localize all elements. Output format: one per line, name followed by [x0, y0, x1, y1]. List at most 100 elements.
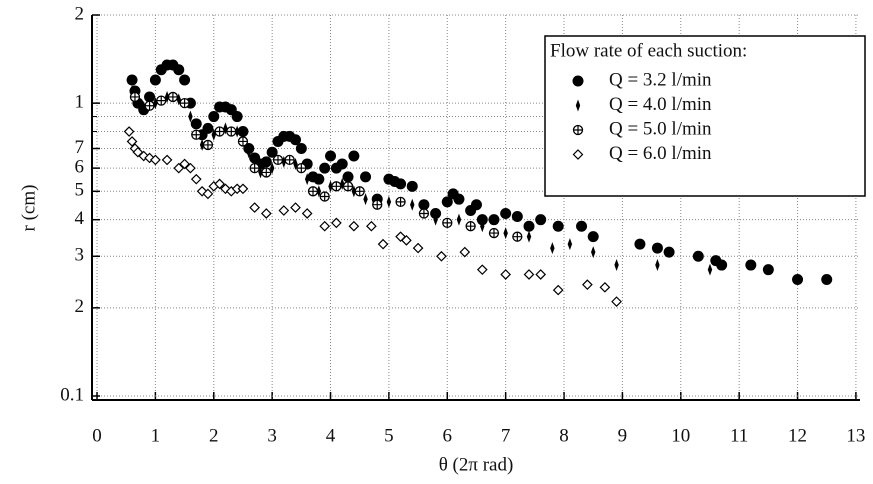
point [331, 181, 342, 192]
point [202, 139, 214, 151]
point [470, 199, 482, 211]
point [552, 284, 564, 296]
legend-box [544, 35, 866, 197]
point [655, 259, 660, 272]
y-tick-label: 7 [75, 137, 85, 158]
point-cross [156, 96, 166, 106]
point [234, 125, 240, 138]
point-cross [331, 181, 341, 191]
point-cross [168, 92, 178, 102]
point [456, 213, 462, 226]
point-cross [355, 186, 365, 196]
point [179, 98, 190, 109]
point [418, 199, 430, 211]
point [453, 193, 465, 205]
point-cross [343, 181, 353, 191]
point [377, 238, 389, 250]
point-cross [203, 140, 213, 150]
point [126, 74, 138, 86]
point [523, 269, 535, 280]
point-cross [191, 130, 201, 140]
point [395, 178, 407, 190]
point [348, 220, 360, 232]
point-cross [466, 221, 476, 231]
point [476, 264, 488, 276]
point [290, 202, 301, 213]
point [304, 173, 310, 186]
point [123, 126, 135, 137]
point [441, 196, 453, 208]
point [716, 259, 728, 271]
point-cross [226, 127, 236, 137]
point [401, 235, 412, 246]
point [260, 156, 272, 168]
y-tick-label: 2 [75, 296, 85, 317]
x-tick-label: 6 [443, 425, 453, 446]
y-axis-label: r (cm) [18, 185, 39, 232]
point [418, 208, 430, 219]
point [246, 146, 251, 159]
point-cross [419, 208, 429, 218]
point [328, 180, 333, 193]
point-cross [250, 163, 260, 173]
point [249, 202, 260, 213]
point [173, 162, 185, 174]
point [190, 118, 202, 130]
point [214, 178, 225, 190]
point-cross [145, 101, 155, 111]
point-cross [512, 232, 522, 242]
point [410, 198, 415, 211]
legend-marker [572, 149, 584, 160]
legend-marker [575, 99, 581, 112]
point [354, 186, 365, 197]
point [290, 134, 302, 146]
point-cross [261, 167, 271, 177]
point [430, 207, 442, 219]
point [336, 158, 348, 170]
point [307, 186, 319, 197]
point [319, 191, 330, 202]
point [360, 171, 372, 183]
point [319, 220, 331, 232]
x-tick-label: 9 [618, 425, 628, 446]
point-cross [130, 92, 140, 102]
point [692, 250, 704, 262]
point-cross [273, 155, 283, 165]
point-cross [180, 98, 190, 108]
legend-label: Q = 6.0 l/min [609, 143, 712, 164]
point [372, 199, 383, 210]
point [144, 100, 155, 111]
point [366, 220, 377, 232]
point [792, 273, 804, 285]
point [488, 227, 500, 239]
y-tick-label: 5 [75, 180, 85, 201]
y-tick-label: 0.1 [60, 384, 84, 405]
point-cross [489, 228, 499, 238]
point [500, 269, 512, 280]
point [237, 136, 249, 147]
point [313, 173, 325, 185]
point-cross [215, 127, 225, 137]
point [272, 154, 284, 166]
point [173, 64, 185, 76]
legend-marker [572, 75, 584, 87]
point [587, 231, 599, 243]
point [576, 220, 588, 232]
point [591, 246, 596, 259]
point [465, 221, 476, 232]
point [191, 129, 202, 140]
y-tick-label: 3 [75, 245, 85, 266]
point [179, 158, 190, 170]
point-cross [296, 163, 306, 173]
point [260, 208, 272, 219]
point [167, 91, 179, 103]
point [511, 211, 523, 223]
point [296, 162, 307, 174]
point [129, 91, 141, 103]
legend-label: Q = 3.2 l/min [609, 69, 712, 90]
point-cross [238, 136, 248, 146]
point [442, 217, 453, 229]
point [190, 173, 202, 185]
point [295, 143, 307, 155]
point [261, 167, 272, 178]
